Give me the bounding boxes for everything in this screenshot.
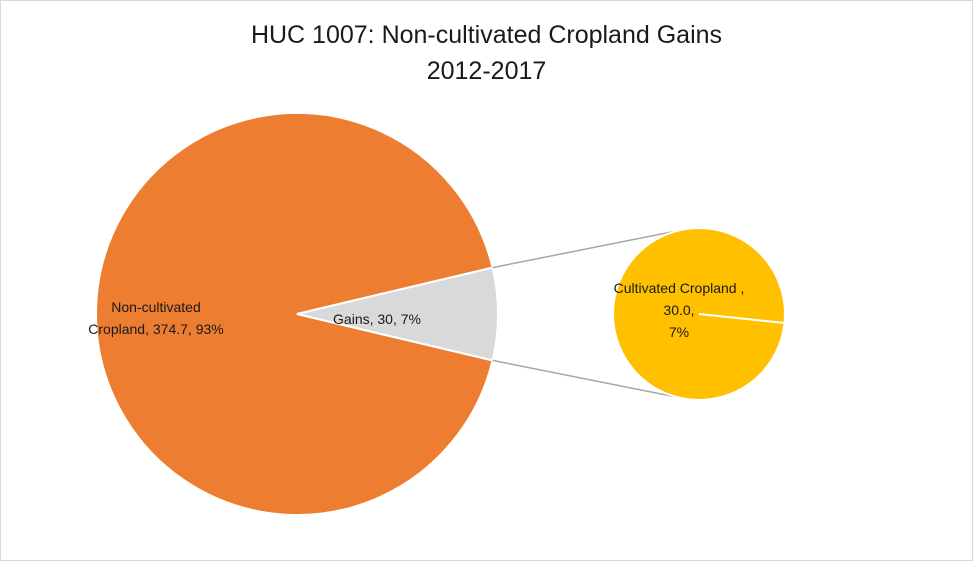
data-label-non-cultivated-line: Non-cultivated: [111, 299, 201, 315]
data-label-gains-line: Gains, 30, 7%: [333, 311, 421, 327]
data-label-cultivated-line: 30.0,: [663, 302, 694, 318]
data-label-cultivated-line: 7%: [669, 324, 689, 340]
connector-line-bottom: [492, 359, 688, 400]
pie-slice-non-cultivated: [95, 112, 494, 516]
chart-subtitle-line: 2012-2017: [426, 57, 547, 85]
data-label-cultivated-line: Cultivated Cropland ,: [614, 280, 745, 296]
data-label-non-cultivated-line: Cropland, 374.7, 93%: [88, 321, 223, 337]
chart-title: HUC 1007: Non-cultivated Cropland Gains …: [1, 17, 972, 89]
connector-line-top: [492, 228, 688, 269]
chart-title-line: HUC 1007: Non-cultivated Cropland Gains: [250, 21, 723, 49]
secondary-pie-seam: [698, 313, 785, 324]
data-label-non-cultivated: Non-cultivated Cropland, 374.7, 93%: [88, 299, 223, 337]
data-label-gains: Gains, 30, 7%: [333, 311, 421, 327]
data-label-cultivated: Cultivated Cropland , 30.0, 7%: [614, 280, 745, 340]
